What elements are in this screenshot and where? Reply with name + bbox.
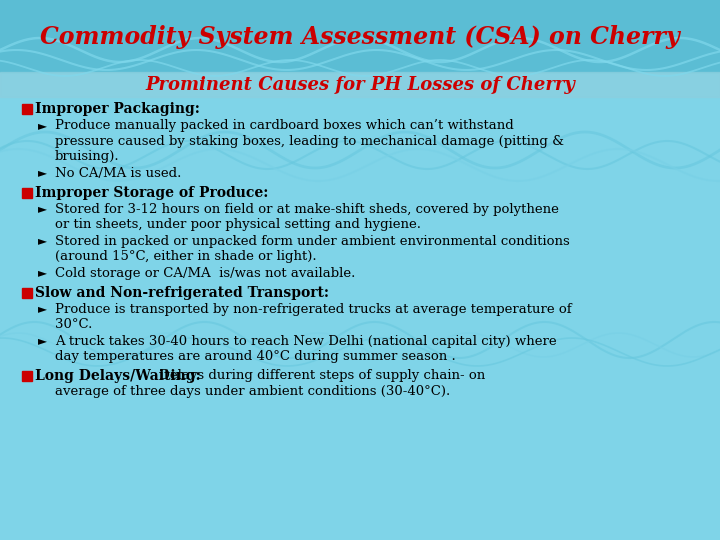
- Bar: [0, 72, 720, 97]
- Text: Produce manually packed in cardboard boxes which can’t withstand: Produce manually packed in cardboard box…: [55, 119, 514, 132]
- Text: Produce is transported by non-refrigerated trucks at average temperature of: Produce is transported by non-refrigerat…: [55, 302, 572, 315]
- Text: A truck takes 30-40 hours to reach New Delhi (national capital city) where: A truck takes 30-40 hours to reach New D…: [55, 334, 557, 348]
- Text: ►: ►: [38, 119, 47, 132]
- Text: No CA/MA is used.: No CA/MA is used.: [55, 166, 181, 179]
- Text: Long Delays/Waiting:: Long Delays/Waiting:: [35, 369, 201, 383]
- Text: Stored for 3-12 hours on field or at make-shift sheds, covered by polythene: Stored for 3-12 hours on field or at mak…: [55, 202, 559, 215]
- Text: 30°C.: 30°C.: [55, 318, 92, 331]
- Bar: [22, 104, 32, 114]
- Text: ►: ►: [38, 302, 47, 315]
- Text: bruising).: bruising).: [55, 150, 120, 163]
- Text: Slow and Non-refrigerated Transport:: Slow and Non-refrigerated Transport:: [35, 286, 329, 300]
- Text: Delays during different steps of supply chain- on: Delays during different steps of supply …: [155, 369, 485, 382]
- Bar: [22, 287, 32, 298]
- Text: Commodity System Assessment (CSA) on Cherry: Commodity System Assessment (CSA) on Che…: [40, 25, 680, 49]
- Text: Improper Packaging:: Improper Packaging:: [35, 102, 200, 116]
- Text: Prominent Causes for PH Losses of Cherry: Prominent Causes for PH Losses of Cherry: [145, 76, 575, 94]
- Text: day temperatures are around 40°C during summer season .: day temperatures are around 40°C during …: [55, 350, 456, 363]
- Text: average of three days under ambient conditions (30-40°C).: average of three days under ambient cond…: [55, 385, 450, 398]
- Text: ►: ►: [38, 267, 47, 280]
- Text: Improper Storage of Produce:: Improper Storage of Produce:: [35, 186, 269, 199]
- Text: ►: ►: [38, 334, 47, 348]
- Text: or tin sheets, under poor physical setting and hygiene.: or tin sheets, under poor physical setti…: [55, 218, 421, 231]
- Text: (around 15°C, either in shade or light).: (around 15°C, either in shade or light).: [55, 250, 317, 263]
- Text: Stored in packed or unpacked form under ambient environmental conditions: Stored in packed or unpacked form under …: [55, 234, 570, 247]
- Bar: [22, 371, 32, 381]
- Text: pressure caused by staking boxes, leading to mechanical damage (pitting &: pressure caused by staking boxes, leadin…: [55, 134, 564, 147]
- Text: Cold storage or CA/MA  is/was not available.: Cold storage or CA/MA is/was not availab…: [55, 267, 356, 280]
- Text: ►: ►: [38, 166, 47, 179]
- Text: ►: ►: [38, 202, 47, 215]
- Bar: [0, 0, 720, 72]
- Bar: [22, 187, 32, 198]
- Text: ►: ►: [38, 234, 47, 247]
